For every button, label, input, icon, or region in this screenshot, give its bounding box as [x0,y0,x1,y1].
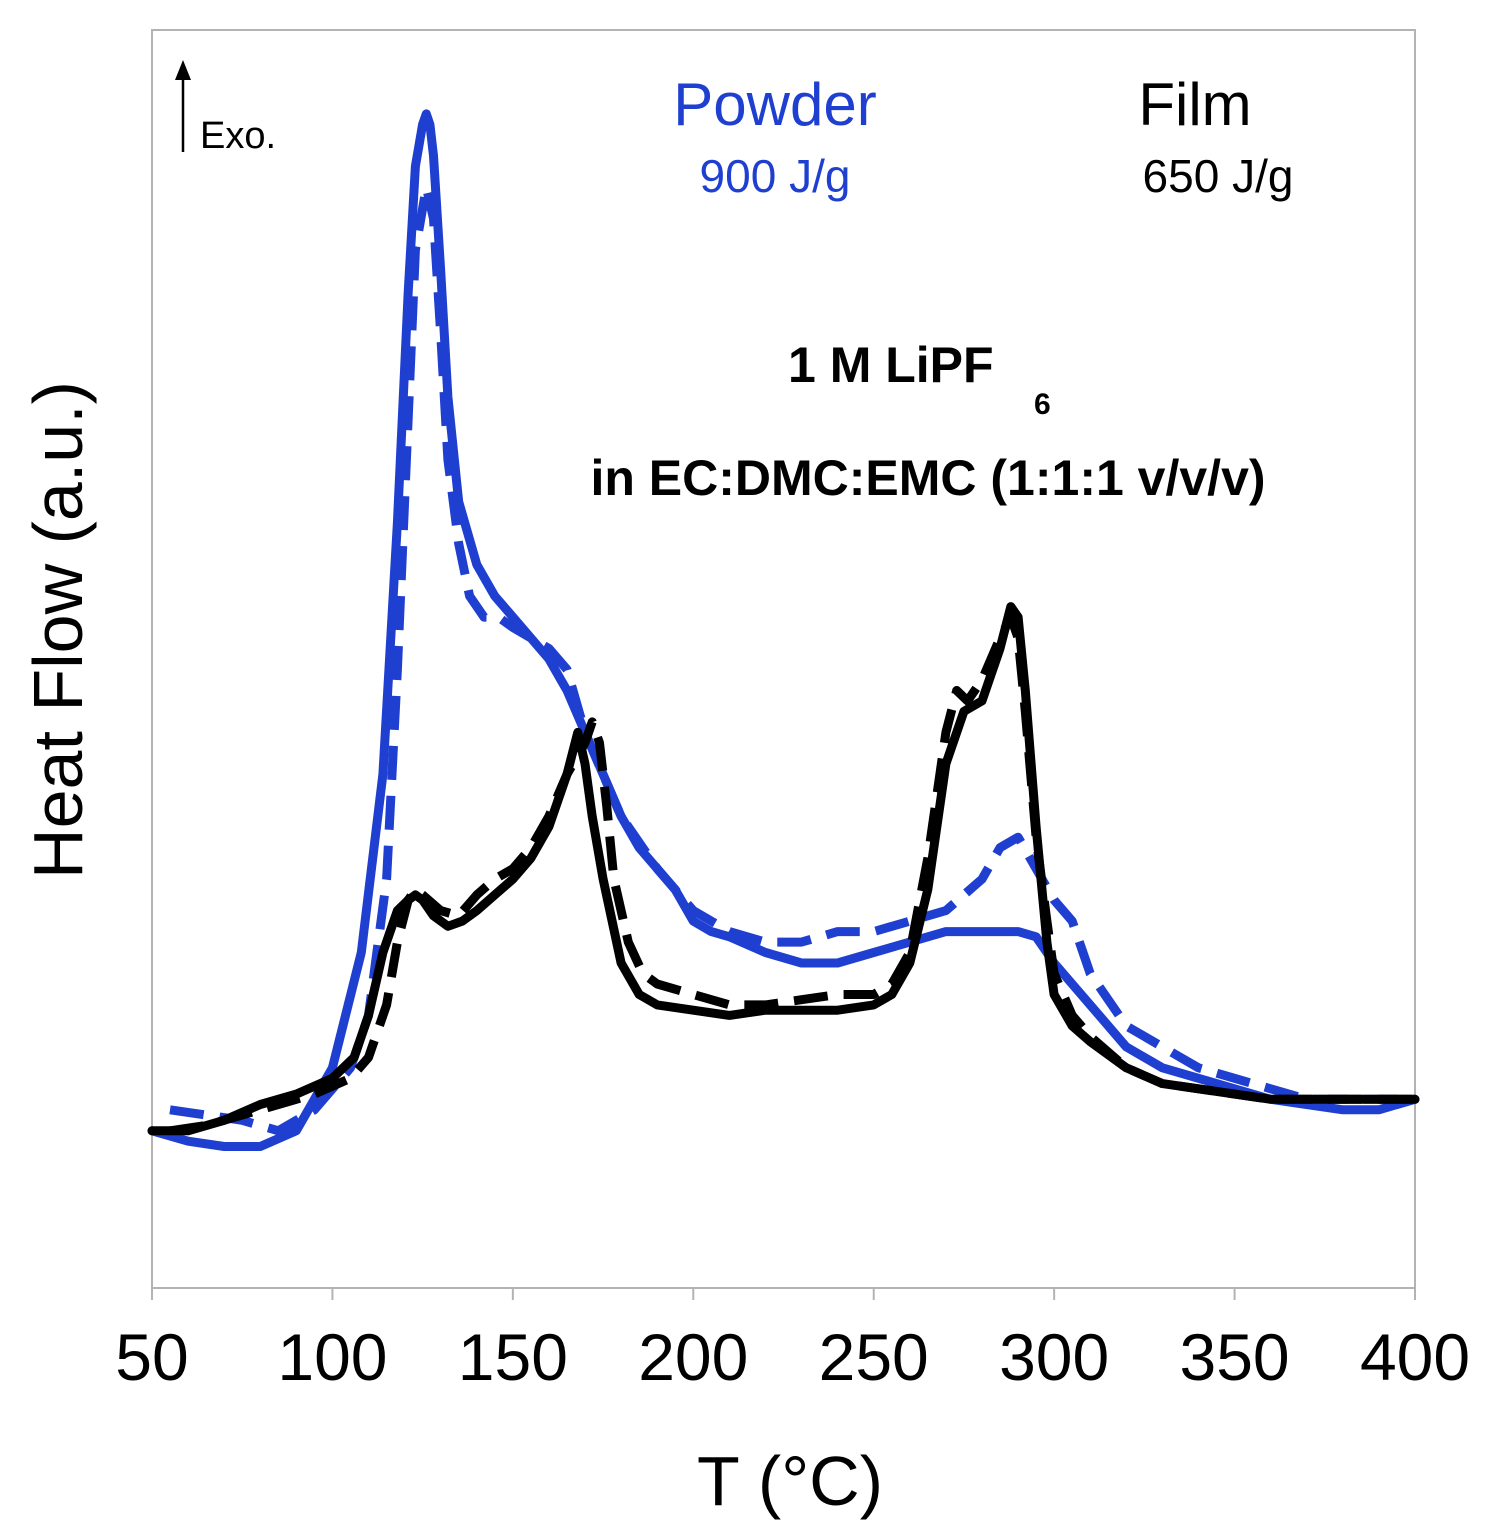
x-tick-label: 400 [1360,1320,1470,1394]
series-layer [147,109,1420,1151]
powder-title: Powder [673,71,876,138]
x-axis-ticks: 50 100 150 200 250 300 350 400 [115,1288,1470,1394]
series-line-film-solid [147,602,1420,1136]
x-tick-label: 100 [277,1320,387,1394]
x-tick-label: 350 [1180,1320,1290,1394]
x-tick-label: 200 [638,1320,748,1394]
x-axis-title: T (°C) [697,1442,883,1520]
x-tick-label: 150 [458,1320,568,1394]
exo-label: Exo. [200,115,276,157]
electrolyte-label: 1 M LiPF [788,337,994,393]
film-title: Film [1138,71,1251,138]
series-line-film-dashed [169,612,1415,1136]
powder-value: 900 J/g [700,150,851,202]
film-value: 650 J/g [1143,150,1294,202]
series-line-powder-solid [147,109,1420,1151]
series-line-powder-dashed [169,182,1415,1136]
x-tick-label: 250 [819,1320,929,1394]
y-axis-title: Heat Flow (a.u.) [19,381,97,879]
electrolyte-subscript: 6 [1034,388,1051,421]
plot-frame [151,29,1416,1289]
exo-arrowhead-icon [175,60,191,80]
x-tick-label: 50 [115,1320,188,1394]
solvent-label: in EC:DMC:EMC (1:1:1 v/v/v) [590,450,1265,506]
x-tick-label: 300 [999,1320,1109,1394]
